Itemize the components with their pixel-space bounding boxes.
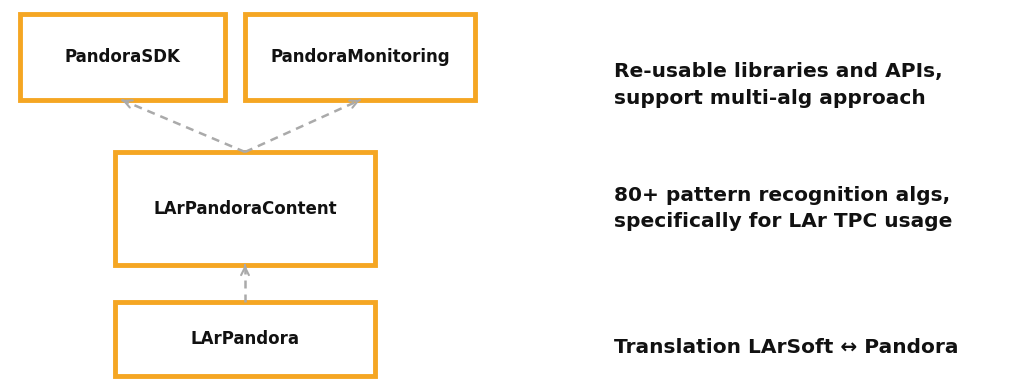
Text: LArPandoraContent: LArPandoraContent <box>154 200 337 217</box>
Bar <box>115 152 375 265</box>
Bar <box>245 14 475 100</box>
Bar <box>115 302 375 376</box>
Text: Re-usable libraries and APIs,
support multi-alg approach: Re-usable libraries and APIs, support mu… <box>614 62 943 108</box>
Text: LArPandora: LArPandora <box>190 330 299 348</box>
Bar <box>20 14 225 100</box>
Text: Translation LArSoft ↔ Pandora: Translation LArSoft ↔ Pandora <box>614 338 958 357</box>
Text: 80+ pattern recognition algs,
specifically for LAr TPC usage: 80+ pattern recognition algs, specifical… <box>614 186 952 231</box>
Text: PandoraMonitoring: PandoraMonitoring <box>270 48 450 66</box>
Text: PandoraSDK: PandoraSDK <box>65 48 180 66</box>
